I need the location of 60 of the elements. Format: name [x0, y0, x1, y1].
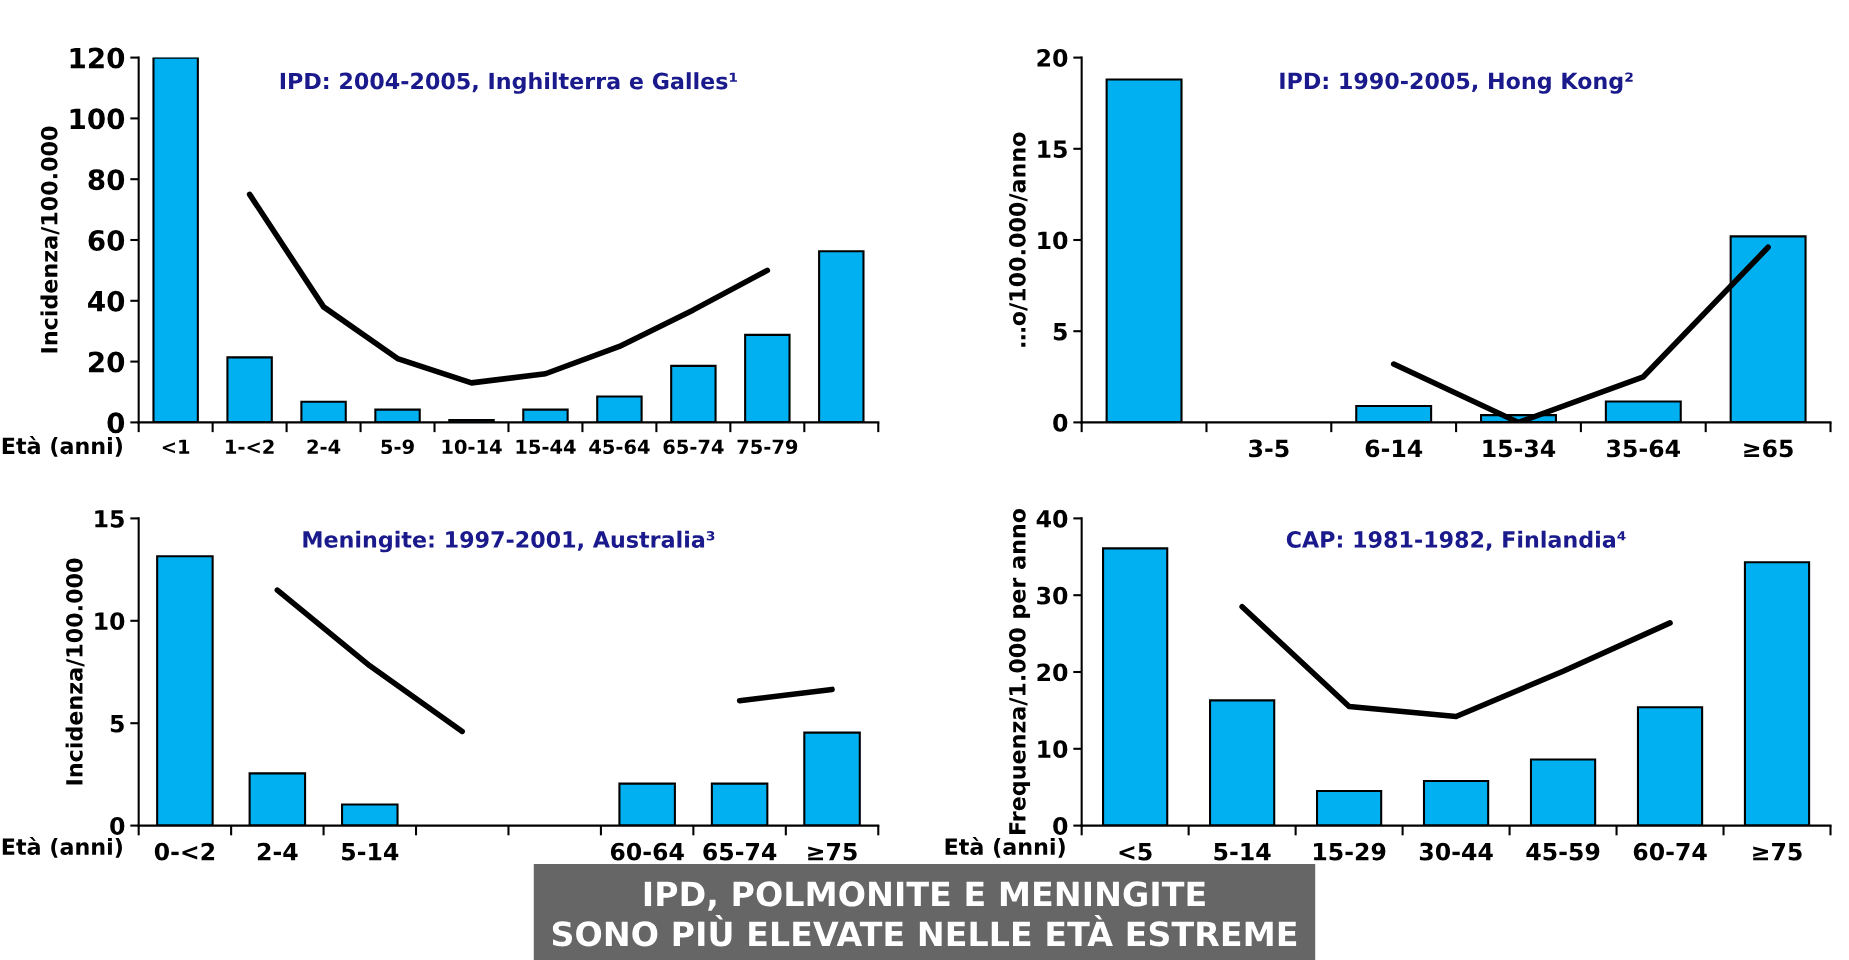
x-tick-label: ≥75: [1753, 842, 1802, 861]
x-tick-label: 1-<2: [226, 439, 274, 454]
y-axis-title: …o/100.000/anno: [1008, 132, 1028, 347]
x-tick-label: 5-9: [381, 439, 414, 455]
text: IPD: 2004-2005, Inghilterra e Galles¹: [280, 72, 737, 94]
x-tick-label: 45-59: [1526, 842, 1600, 861]
y-tick-label: 5: [110, 714, 124, 733]
x-tick-label: 45-64: [589, 439, 650, 455]
y-tick-label: 40: [1036, 509, 1068, 528]
y-axis-title: Frequenza/1.000 per anno: [1008, 508, 1031, 834]
x-tick-label: 60-74: [1633, 842, 1707, 861]
x-tick-label: 0-<2: [154, 842, 215, 861]
text: CAP: 1981-1982, Finlandia⁴: [1286, 530, 1626, 551]
x-axis-title: Età (anni): [2, 436, 122, 457]
y-tick-label: 40: [88, 290, 125, 312]
x-tick-label: 15-29: [1314, 842, 1386, 861]
y-tick-label: 20: [89, 351, 125, 373]
text: IPD, POLMONITE E MENINGITE SONO PIÙ ELEVATE NELLE ETÀ ESTREME: [552, 881, 1297, 947]
y-tick-label: 10: [1038, 231, 1068, 250]
y-tick-label: 20: [1037, 663, 1068, 682]
x-tick-label: ≥65: [1744, 439, 1793, 458]
y-tick-label: 0: [110, 817, 125, 835]
y-tick-label: 0: [1053, 413, 1068, 432]
y-tick-label: 15: [95, 510, 124, 528]
x-tick-label: ≥75: [808, 842, 857, 861]
x-tick-label: 15-44: [516, 439, 576, 455]
y-tick-label: 0: [1053, 817, 1068, 835]
x-tick-label: 75-79: [737, 439, 798, 455]
y-tick-label: 120: [70, 47, 125, 69]
x-tick-label: 2-4: [307, 439, 341, 454]
y-tick-label: 20: [1037, 49, 1068, 67]
x-axis-title: Età (anni): [2, 837, 122, 858]
x-axis-title: Età (anni): [945, 837, 1065, 858]
x-tick-label: 5-14: [1214, 842, 1271, 861]
text: Meningite: 1997-2001, Australia³: [303, 530, 715, 553]
x-tick-label: 65-74: [703, 842, 777, 861]
x-tick-label: 2-4: [257, 842, 298, 861]
y-tick-label: 10: [1038, 740, 1068, 759]
y-tick-label: 100: [70, 108, 125, 130]
x-tick-label: <5: [1119, 842, 1152, 861]
y-tick-label: 15: [1038, 140, 1067, 159]
y-tick-label: 60: [88, 229, 125, 251]
x-tick-label: 15-34: [1483, 439, 1556, 458]
x-tick-label: 60-64: [610, 842, 684, 861]
y-tick-label: 80: [88, 169, 125, 191]
x-tick-label: 3-5: [1249, 439, 1289, 458]
y-axis-title: Incidenza/100.000: [65, 558, 85, 785]
y-tick-label: 0: [107, 412, 125, 434]
text: IPD: 1990-2005, Hong Kong²: [1280, 72, 1633, 94]
x-tick-label: 30-44: [1419, 842, 1493, 861]
x-tick-label: 35-64: [1607, 439, 1680, 458]
x-tick-label: 5-14: [342, 842, 399, 861]
x-tick-label: <1: [162, 439, 190, 454]
x-tick-label: 10-14: [442, 439, 502, 455]
y-tick-label: 10: [95, 612, 125, 631]
x-tick-label: 6-14: [1365, 439, 1423, 458]
y-tick-label: 5: [1053, 322, 1067, 341]
x-tick-label: 65-74: [663, 439, 724, 455]
y-axis-title: Incidenza/100.000: [40, 126, 60, 353]
y-tick-label: 30: [1037, 586, 1068, 605]
